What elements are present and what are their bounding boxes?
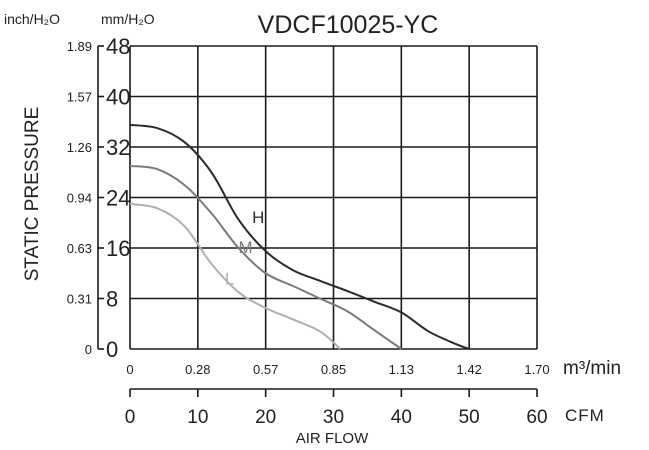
y-tick-label-inch: 0 <box>85 342 92 357</box>
x-tick-label-cfm: 10 <box>187 407 208 428</box>
y-tick-label-inch: 1.57 <box>67 90 92 105</box>
x-tick-label-cfm: 50 <box>459 407 480 428</box>
x-tick-label-cfm: 30 <box>323 407 344 428</box>
y-tick-label-mm: 24 <box>106 186 130 211</box>
series-line-l <box>129 202 341 350</box>
y-tick-label-mm: 8 <box>106 287 118 312</box>
x-tick-label-m3: 0.28 <box>185 362 210 377</box>
series-label-h: H <box>252 208 264 227</box>
series-line-h <box>129 123 470 350</box>
y-tick-label-inch: 0.63 <box>67 241 92 256</box>
y-unit-mm: mm/H₂O <box>101 11 155 27</box>
x-tick-label-m3: 0.85 <box>321 362 346 377</box>
x-tick-label-cfm: 0 <box>125 407 136 428</box>
y-tick-label-mm: 48 <box>106 34 130 59</box>
x-tick-label-m3: 1.70 <box>524 362 549 377</box>
x-axis-label: AIR FLOW <box>296 430 369 447</box>
y-tick-label-inch: 1.26 <box>67 140 92 155</box>
x-ticks: 0 0 0.28 10 0.57 20 0.85 30 1.13 40 1.42 50 1.70 60 <box>125 362 550 428</box>
x-tick-label-m3: 0 <box>126 362 133 377</box>
y-tick-label-inch: 0.31 <box>67 292 92 307</box>
y-tick-label-mm: 16 <box>106 236 130 261</box>
x-tick-label-m3: 1.42 <box>457 362 482 377</box>
x-tick-label-cfm: 20 <box>255 407 276 428</box>
series-line-m <box>129 164 402 350</box>
x-tick-label-m3: 0.57 <box>253 362 278 377</box>
y-tick-label-mm: 32 <box>106 135 130 160</box>
chart-title: VDCF10025-YC <box>258 11 439 39</box>
x-unit-m3: m³/min <box>563 358 621 379</box>
y-tick-label-inch: 1.89 <box>67 39 92 54</box>
y-axis-label: STATIC PRESSURE <box>22 107 43 282</box>
y-tick-label-inch: 0.94 <box>67 191 92 206</box>
x-tick-label-cfm: 40 <box>391 407 412 428</box>
y-tick-label-mm: 40 <box>106 85 130 110</box>
x-unit-cfm: CFM <box>565 406 605 425</box>
y-tick-label-mm: 0 <box>106 337 118 362</box>
x-tick-label-m3: 1.13 <box>389 362 414 377</box>
series-label-l: L <box>225 270 234 289</box>
x-tick-label-cfm: 60 <box>526 407 547 428</box>
y-ticks: 0 0 0.31 8 0.63 16 0.94 24 1.26 32 1.57 40 1.89 48 <box>67 34 131 362</box>
y-unit-inch: inch/H₂O <box>4 11 60 27</box>
curves: HML <box>129 123 470 350</box>
series-label-m: M <box>239 238 253 257</box>
